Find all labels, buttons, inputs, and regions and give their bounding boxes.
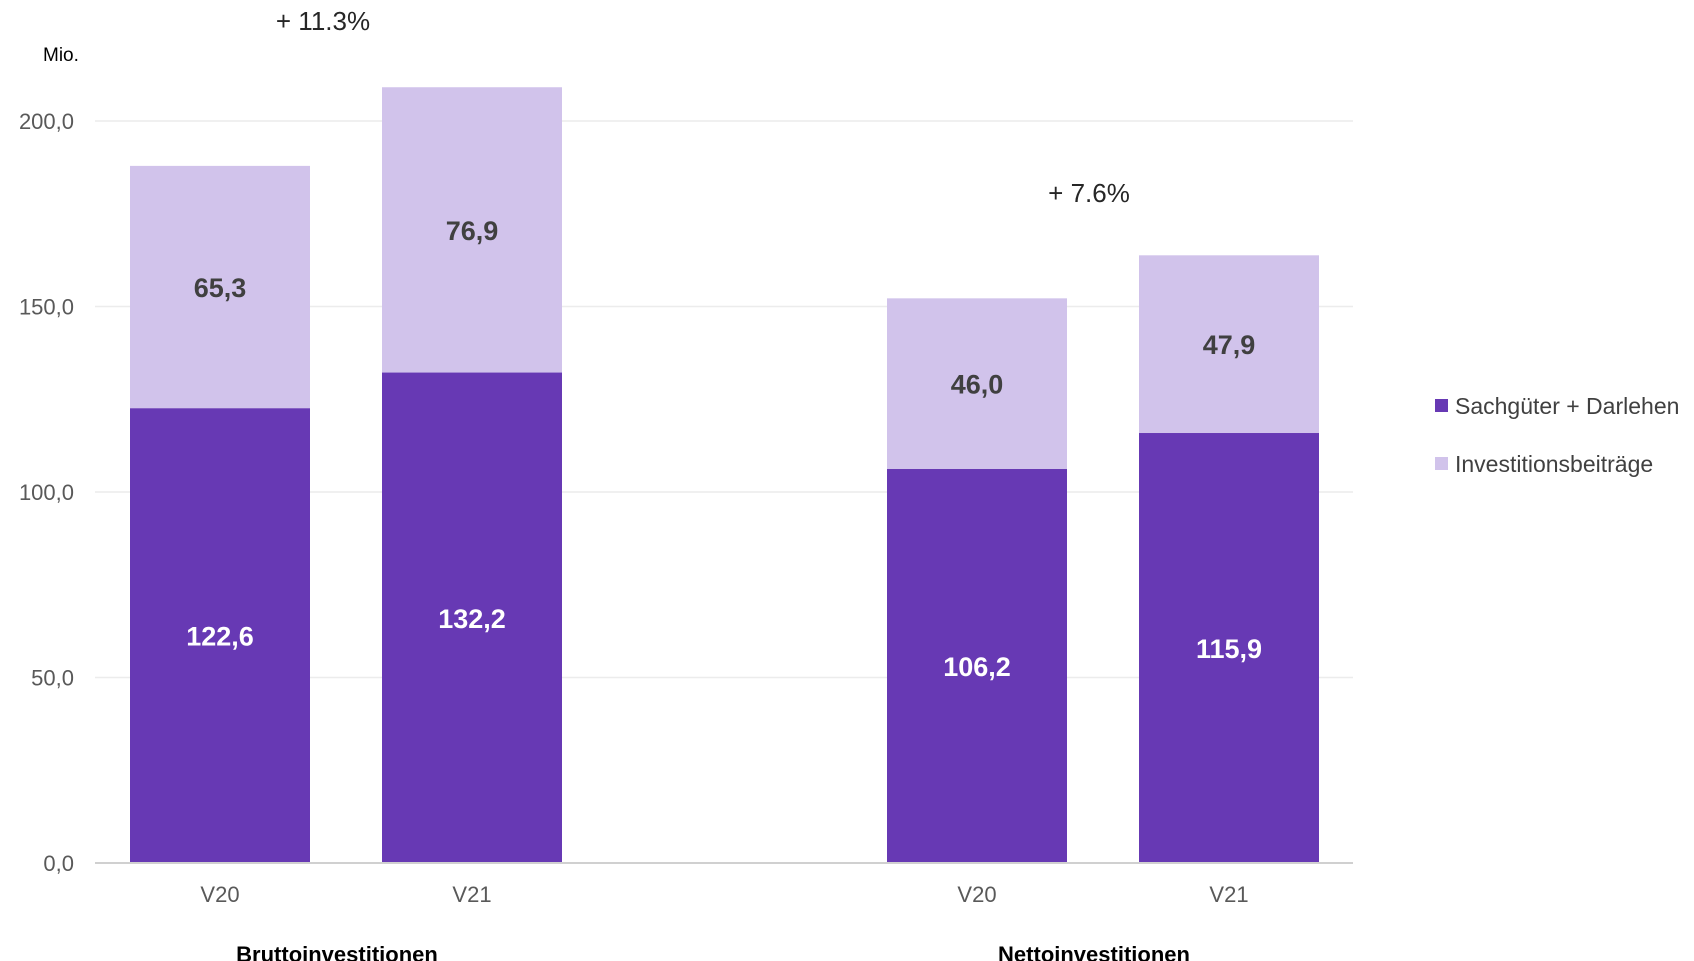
data-label: 122,6 [186,622,254,652]
data-label: 115,9 [1196,634,1262,664]
bar-segment-sachgueter [1139,433,1319,863]
y-axis-unit-label: Mio. [43,45,79,66]
legend-swatch [1435,457,1448,470]
x-axis: V20 V21 Bruttoinvestitionen V20 V21 Nettoinve… [95,862,1353,961]
data-labels: 122,6 65,3 132,2 76,9 + 11.3% 106,2 46,0 115,9 4… [186,6,1262,682]
data-label: 46,0 [951,370,1004,400]
bar-segment-sachgueter [130,408,310,863]
data-label: 76,9 [446,216,499,246]
data-label: 132,2 [438,604,506,634]
legend-label: Sachgüter + Darlehen [1455,393,1679,419]
x-tick-label: V20 [200,882,239,907]
bar-segment-investitionsbeitraege [130,165,310,409]
bars [130,87,1319,863]
y-tick-label: 100,0 [19,480,74,505]
y-tick-label: 0,0 [43,851,74,876]
bar-segment-investitionsbeitraege [1139,255,1319,434]
change-annotation: + 7.6% [1048,178,1130,208]
data-label: 106,2 [943,652,1011,682]
bar-segment-investitionsbeitraege [887,298,1067,469]
x-tick-label: V21 [1209,882,1248,907]
bar-segment-sachgueter [887,468,1067,863]
x-tick-label: V21 [452,882,491,907]
change-annotation: + 11.3% [276,6,370,36]
data-label: 47,9 [1203,330,1256,360]
legend: Sachgüter + Darlehen Investitionsbeiträge [1435,393,1679,477]
bar-segment-investitionsbeitraege [382,87,562,373]
data-label: 65,3 [194,273,247,303]
y-tick-label: 150,0 [19,295,74,320]
legend-swatch [1435,399,1448,412]
y-tick-label: 50,0 [31,666,74,691]
x-tick-label: V20 [957,882,996,907]
legend-label: Investitionsbeiträge [1455,451,1653,477]
y-tick-label: 200,0 [19,109,74,134]
group-label: Bruttoinvestitionen [236,942,438,961]
bar-segment-sachgueter [382,372,562,863]
group-label: Nettoinvestitionen [998,942,1190,961]
y-axis-ticks: 0,0 50,0 100,0 150,0 200,0 [19,109,74,876]
